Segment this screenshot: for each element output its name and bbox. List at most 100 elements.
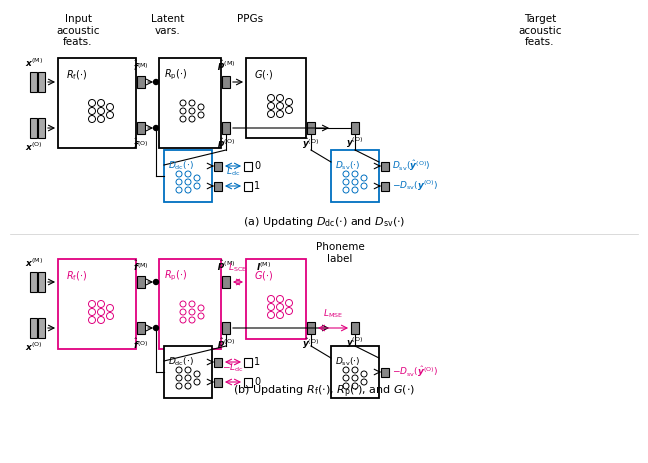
- Circle shape: [198, 104, 204, 110]
- Bar: [307, 322, 315, 334]
- Bar: [38, 118, 45, 138]
- Text: $\boldsymbol{l}^{(\mathrm{M})}$: $\boldsymbol{l}^{(\mathrm{M})}$: [256, 261, 271, 273]
- Circle shape: [180, 116, 186, 122]
- Bar: [351, 122, 359, 134]
- Circle shape: [97, 100, 104, 106]
- Circle shape: [198, 305, 204, 311]
- Circle shape: [154, 325, 159, 331]
- Text: $R_\mathrm{p}(\cdot)$: $R_\mathrm{p}(\cdot)$: [164, 68, 187, 82]
- Circle shape: [176, 367, 182, 373]
- Text: Target
acoustic
feats.: Target acoustic feats.: [518, 14, 562, 47]
- Circle shape: [106, 104, 113, 111]
- Bar: [38, 318, 45, 338]
- Text: $\boldsymbol{y}^{(\mathrm{O})}$: $\boldsymbol{y}^{(\mathrm{O})}$: [346, 136, 364, 150]
- Bar: [381, 182, 389, 191]
- Circle shape: [189, 108, 195, 114]
- Bar: [244, 378, 252, 387]
- Circle shape: [89, 107, 95, 114]
- Bar: [30, 118, 37, 138]
- Bar: [331, 150, 379, 202]
- Text: $\hat{\boldsymbol{y}}^{(\mathrm{O})}$: $\hat{\boldsymbol{y}}^{(\mathrm{O})}$: [303, 136, 319, 150]
- Text: $\hat{\boldsymbol{f}}^{(\mathrm{M})}$: $\hat{\boldsymbol{f}}^{(\mathrm{M})}$: [133, 58, 149, 73]
- Circle shape: [361, 379, 367, 385]
- Text: $-L_\mathrm{dc}$: $-L_\mathrm{dc}$: [222, 362, 244, 374]
- Circle shape: [180, 100, 186, 106]
- Circle shape: [185, 367, 191, 373]
- Circle shape: [352, 367, 358, 373]
- Circle shape: [352, 375, 358, 381]
- Bar: [164, 346, 212, 398]
- Bar: [244, 162, 252, 171]
- Bar: [137, 322, 145, 334]
- Circle shape: [97, 317, 104, 324]
- Text: $\hat{\boldsymbol{f}}^{(\mathrm{O})}$: $\hat{\boldsymbol{f}}^{(\mathrm{O})}$: [133, 336, 148, 350]
- Bar: [159, 58, 221, 148]
- Circle shape: [180, 301, 186, 307]
- Circle shape: [352, 179, 358, 185]
- Text: $R_\mathrm{f}(\cdot)$: $R_\mathrm{f}(\cdot)$: [66, 68, 87, 81]
- Text: Phoneme
label: Phoneme label: [316, 242, 364, 263]
- Text: PPGs: PPGs: [237, 14, 263, 24]
- Bar: [214, 182, 222, 191]
- Circle shape: [286, 300, 292, 307]
- Circle shape: [176, 383, 182, 389]
- Bar: [246, 58, 306, 138]
- Bar: [351, 322, 359, 334]
- Circle shape: [268, 111, 275, 118]
- Circle shape: [286, 99, 292, 106]
- Circle shape: [89, 308, 95, 315]
- Circle shape: [106, 112, 113, 119]
- Text: (a) Updating $D_\mathrm{dc}(\cdot)$ and $D_\mathrm{sv}(\cdot)$: (a) Updating $D_\mathrm{dc}(\cdot)$ and …: [243, 215, 405, 229]
- Circle shape: [268, 102, 275, 110]
- Text: $-D_\mathrm{sv}(\hat{\boldsymbol{y}}^{(\mathrm{O})})$: $-D_\mathrm{sv}(\hat{\boldsymbol{y}}^{(\…: [392, 365, 438, 379]
- Text: 0: 0: [254, 161, 260, 171]
- Circle shape: [176, 179, 182, 185]
- Circle shape: [277, 102, 284, 110]
- Bar: [30, 72, 37, 92]
- Circle shape: [89, 300, 95, 307]
- Circle shape: [277, 312, 284, 319]
- Text: $R_\mathrm{f}(\cdot)$: $R_\mathrm{f}(\cdot)$: [66, 269, 87, 282]
- Text: $D_\mathrm{sv}(\hat{\boldsymbol{y}}^{(\mathrm{O})})$: $D_\mathrm{sv}(\hat{\boldsymbol{y}}^{(\m…: [392, 159, 430, 173]
- Text: $\hat{\boldsymbol{p}}^{(\mathrm{O})}$: $\hat{\boldsymbol{p}}^{(\mathrm{O})}$: [217, 136, 235, 150]
- Bar: [58, 58, 136, 148]
- Circle shape: [176, 171, 182, 177]
- Bar: [164, 150, 212, 202]
- Text: Latent
vars.: Latent vars.: [152, 14, 185, 36]
- Circle shape: [180, 317, 186, 323]
- Text: $\boldsymbol{x}^{(\mathrm{M})}$: $\boldsymbol{x}^{(\mathrm{M})}$: [25, 56, 43, 69]
- Circle shape: [189, 317, 195, 323]
- Bar: [381, 368, 389, 377]
- Circle shape: [89, 100, 95, 106]
- Circle shape: [180, 309, 186, 315]
- Circle shape: [185, 179, 191, 185]
- Circle shape: [185, 187, 191, 193]
- Circle shape: [361, 183, 367, 189]
- Circle shape: [97, 115, 104, 123]
- Circle shape: [194, 175, 200, 181]
- Circle shape: [343, 367, 349, 373]
- Circle shape: [268, 94, 275, 101]
- Bar: [38, 272, 45, 292]
- Bar: [58, 259, 136, 349]
- Circle shape: [89, 317, 95, 324]
- Bar: [307, 122, 315, 134]
- Circle shape: [189, 309, 195, 315]
- Text: $\hat{\boldsymbol{p}}^{(\mathrm{O})}$: $\hat{\boldsymbol{p}}^{(\mathrm{O})}$: [217, 336, 235, 350]
- Circle shape: [185, 171, 191, 177]
- Circle shape: [154, 80, 159, 85]
- Circle shape: [194, 371, 200, 377]
- Circle shape: [180, 108, 186, 114]
- Text: $\boldsymbol{x}^{(\mathrm{O})}$: $\boldsymbol{x}^{(\mathrm{O})}$: [25, 341, 43, 353]
- Circle shape: [97, 300, 104, 307]
- Bar: [244, 358, 252, 367]
- Text: $\boldsymbol{x}^{(\mathrm{O})}$: $\boldsymbol{x}^{(\mathrm{O})}$: [25, 141, 43, 153]
- Bar: [137, 76, 145, 88]
- Text: $D_\mathrm{dc}(\cdot)$: $D_\mathrm{dc}(\cdot)$: [168, 159, 194, 171]
- Text: $G(\cdot)$: $G(\cdot)$: [254, 68, 273, 81]
- Text: $G(\cdot)$: $G(\cdot)$: [254, 269, 273, 282]
- Text: $\hat{\boldsymbol{p}}^{(\mathrm{M})}$: $\hat{\boldsymbol{p}}^{(\mathrm{M})}$: [216, 58, 235, 73]
- Bar: [137, 276, 145, 288]
- Circle shape: [277, 304, 284, 311]
- Circle shape: [89, 115, 95, 123]
